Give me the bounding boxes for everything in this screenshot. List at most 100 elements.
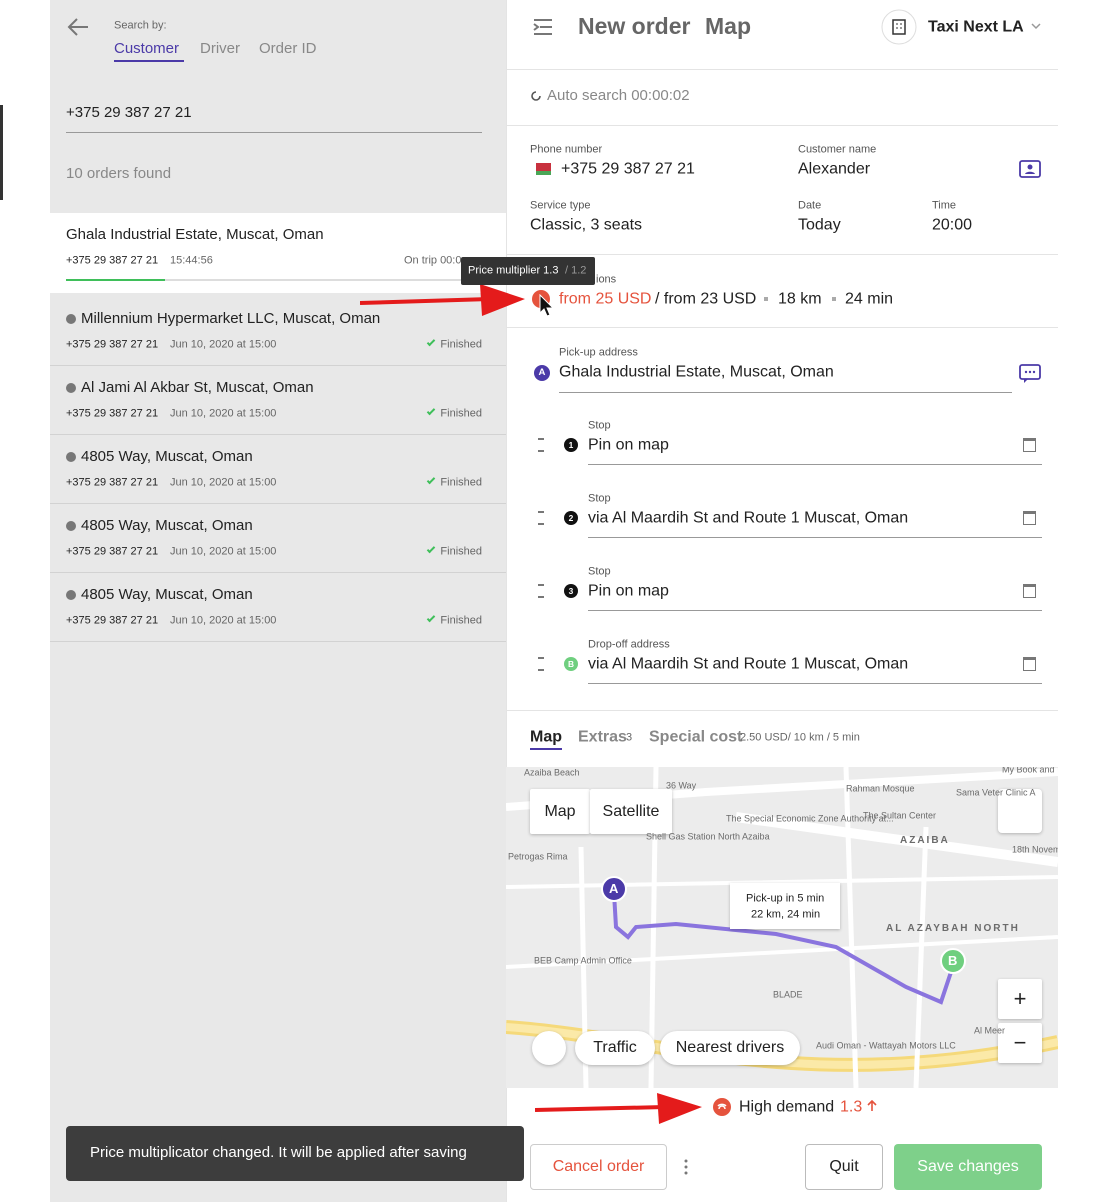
back-arrow[interactable] [66,16,90,38]
bottom-tab[interactable]: Map [530,728,562,746]
contact-icon[interactable] [1019,160,1041,180]
bottom-tab[interactable]: Extras [578,728,627,746]
company-name[interactable]: Taxi Next LA [928,18,1024,36]
dropoff-label: Drop-off address [588,638,670,651]
search-tab[interactable]: Driver [200,40,240,57]
map-label: AZAIBA [900,835,950,846]
route-info-line: Pick-up in 5 min [746,892,825,905]
order-row[interactable] [50,367,506,435]
orders-found: 10 orders found [66,165,172,182]
map-label: BLADE [773,989,803,1000]
clock-icon [66,314,76,324]
order-address[interactable]: 4805 Way, Muscat, Oman [81,586,253,603]
tooltip-text: Price multiplier 1.3 [468,264,559,277]
demand-icon [713,1098,731,1116]
order-address[interactable]: Millennium Hypermarket LLC, Muscat, Oman [81,310,381,327]
field-value[interactable]: Today [798,216,841,234]
map-label: 36 Way [666,780,697,791]
map-type-button[interactable]: Satellite [590,789,672,834]
pickup-marker: A [534,365,550,381]
price-base: / from 23 USD [655,290,757,308]
traffic-button[interactable]: Traffic [575,1031,655,1065]
clock-icon [66,590,76,600]
map-label: Azaiba Beach [524,767,580,778]
order-status: Finished [440,476,482,489]
quit-button[interactable]: Quit [805,1144,883,1190]
pickup-value[interactable]: Ghala Industrial Estate, Muscat, Oman [559,363,834,381]
order-status: Finished [440,545,482,558]
price-distance: 18 km [778,290,822,308]
stop-value[interactable]: Pin on map [588,582,669,600]
order-row[interactable] [50,574,506,642]
zoom-out[interactable]: − [998,1023,1042,1063]
order-title: New order [578,13,691,40]
tooltip-old: / 1.2 [565,264,587,277]
order-row[interactable] [50,436,506,504]
search-panel [50,0,506,1202]
search-query[interactable]: +375 29 387 27 21 [66,104,192,121]
drag-handle[interactable] [538,657,544,671]
map-marker-label: A [609,881,619,897]
bottom-tab[interactable]: Special cost [649,728,743,746]
drag-handle[interactable] [538,438,544,452]
price-duration: 24 min [845,290,894,308]
trash-icon[interactable] [1023,584,1036,598]
nearest-button[interactable]: Nearest drivers [660,1031,800,1065]
stop-value[interactable]: via Al Maardih St and Route 1 Muscat, Om… [588,509,909,527]
stop-value[interactable]: Pin on map [588,436,669,454]
tab-underline [530,748,562,750]
map-label: Rahman Mosque [846,783,915,794]
route-info [730,883,840,929]
trash-icon[interactable] [1023,438,1036,452]
fullscreen-button[interactable] [998,789,1042,833]
save-button[interactable]: Save changes [894,1144,1042,1190]
field-label: Service type [530,199,591,212]
order-address[interactable]: Ghala Industrial Estate, Muscat, Oman [66,226,324,243]
field-label: Time [932,199,957,212]
stop-number: 1 [564,438,578,452]
map-label: The Special Economic Zone Authority at..… [726,813,894,824]
cursor [539,294,555,317]
stop-number: 3 [564,584,578,598]
order-address[interactable]: 4805 Way, Muscat, Oman [81,448,253,465]
more-icon[interactable] [682,1158,690,1176]
field-underline [588,683,1042,684]
comment-icon[interactable] [1019,364,1041,384]
cancel-button[interactable]: Cancel order [530,1144,667,1190]
order-row[interactable] [50,298,506,366]
order-row[interactable] [50,505,506,573]
order-address[interactable]: Al Jami Al Akbar St, Muscat, Oman [81,379,314,396]
search-tab[interactable]: Order ID [259,40,317,57]
map-type-button[interactable]: Map [530,789,590,834]
field-label: Phone number [530,143,603,156]
zoom-in[interactable]: + [998,979,1042,1019]
drag-handle[interactable] [538,584,544,598]
demand-label: High demand [739,1098,835,1116]
dropoff-value[interactable]: via Al Maardih St and Route 1 Muscat, Om… [588,655,909,673]
field-value[interactable]: 20:00 [932,216,973,234]
clock-icon [66,383,76,393]
map-label: 18th November [1012,844,1058,855]
menu-icon[interactable] [532,17,554,37]
chevron[interactable] [1030,22,1042,32]
progress-track [66,279,482,281]
field-value[interactable]: Alexander [798,160,871,178]
trash-icon[interactable] [1023,657,1036,671]
order-status: Finished [440,338,482,351]
divider [506,327,1058,328]
field-value[interactable]: Classic, 3 seats [530,216,643,234]
map-tab[interactable]: Map [705,13,751,40]
drag-handle[interactable] [538,511,544,525]
flag [533,163,551,175]
trash-icon[interactable] [1023,511,1036,525]
order-address[interactable]: 4805 Way, Muscat, Oman [81,517,253,534]
extras-count: 3 [626,731,633,744]
order-status: Finished [440,407,482,420]
order-phone: +375 29 387 27 21 [66,476,159,489]
map[interactable]: Map Satellite Traffic Nearest drivers + − Pick… [506,767,1058,1088]
query-underline [66,132,482,133]
field-value[interactable]: +375 29 387 27 21 [561,160,695,178]
search-tab[interactable]: Customer [114,40,180,57]
locate-button[interactable] [532,1031,566,1065]
